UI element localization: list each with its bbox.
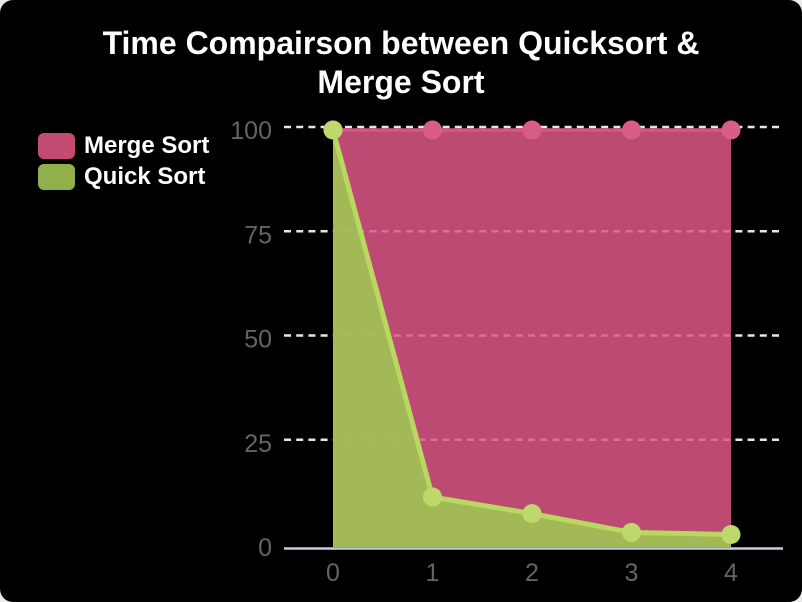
data-point-quick-sort-x4[interactable] [721, 525, 741, 544]
legend-label-merge-sort: Merge Sort [84, 132, 210, 159]
data-point-quick-sort-x0[interactable] [323, 120, 343, 140]
data-point-quick-sort-x1[interactable] [423, 487, 442, 507]
x-tick-label-3: 3 [625, 559, 639, 587]
data-point-quick-sort-x3[interactable] [622, 522, 641, 542]
quick-sort-swatch [38, 164, 75, 190]
data-point-merge-sort-x1[interactable] [423, 120, 442, 140]
area-fill-quick-sort [333, 130, 731, 547]
chart-title-line2: Merge Sort [317, 64, 485, 100]
y-tick-label-0: 0 [258, 534, 272, 562]
data-point-merge-sort-x4[interactable] [721, 120, 741, 140]
legend-label-quick-sort: Quick Sort [84, 163, 206, 190]
merge-sort-swatch [38, 133, 75, 159]
y-tick-label-50: 50 [244, 326, 272, 354]
chart-title-line1: Time Compairson between Quicksort & [102, 25, 700, 61]
chart-title: Time Compairson between Quicksort & Merg… [0, 24, 802, 102]
series-quick-sort [323, 120, 741, 547]
x-tick-label-0: 0 [326, 559, 340, 587]
chart-legend: Merge Sort Quick Sort [38, 133, 209, 190]
x-tick-label-1: 1 [426, 559, 440, 587]
data-point-merge-sort-x3[interactable] [622, 120, 641, 140]
y-tick-label-75: 75 [244, 221, 272, 249]
y-tick-label-100: 100 [230, 117, 272, 145]
x-tick-label-4: 4 [724, 559, 738, 587]
legend-item-quick-sort[interactable]: Quick Sort [38, 164, 209, 190]
x-tick-label-2: 2 [525, 559, 539, 587]
data-point-quick-sort-x2[interactable] [522, 504, 542, 524]
y-tick-label-25: 25 [244, 430, 272, 458]
data-point-merge-sort-x2[interactable] [522, 120, 542, 140]
area-fill-merge-sort [333, 130, 731, 547]
legend-item-merge-sort[interactable]: Merge Sort [38, 133, 209, 159]
